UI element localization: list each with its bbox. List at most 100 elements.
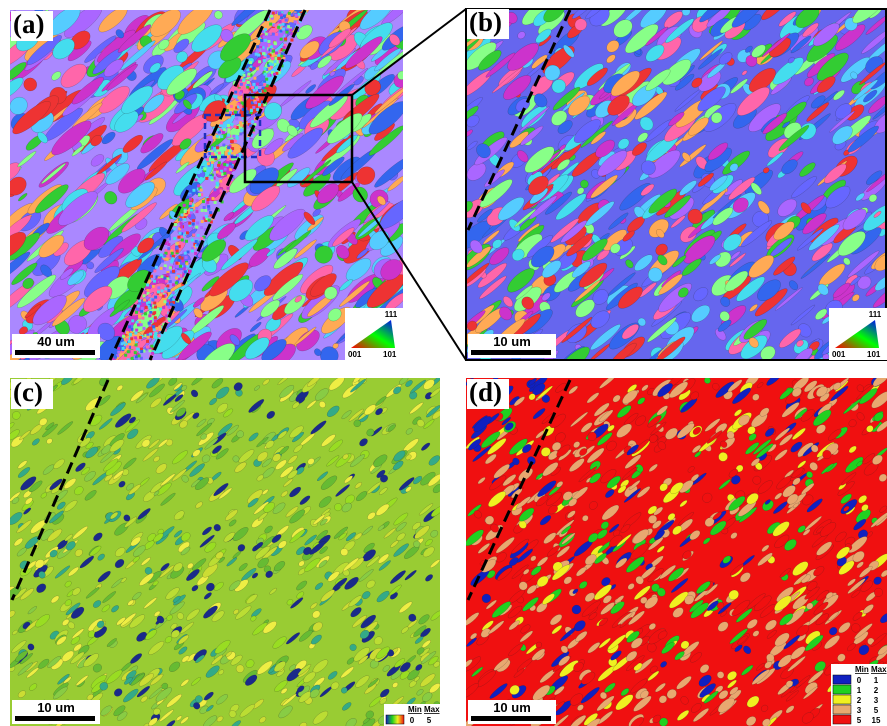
legend-value: 1: [874, 676, 879, 685]
grain: [790, 441, 803, 453]
fine-grain: [157, 286, 161, 290]
grain: [741, 70, 748, 76]
fine-grain: [198, 169, 202, 173]
grain: [38, 571, 46, 579]
grain: [473, 416, 492, 432]
grain: [558, 655, 570, 666]
grain: [598, 617, 608, 626]
grain: [289, 509, 306, 524]
grain: [743, 319, 768, 340]
fine-grain: [226, 124, 230, 128]
grain: [728, 496, 746, 511]
fine-grain: [210, 160, 214, 164]
fine-grain: [229, 162, 233, 166]
grain: [142, 448, 159, 462]
grain: [466, 637, 477, 647]
grain: [663, 11, 683, 28]
grain: [218, 487, 233, 500]
fine-grain: [156, 302, 160, 306]
grain: [232, 551, 242, 559]
fine-grain: [194, 251, 198, 255]
grain: [847, 250, 880, 278]
fine-grain: [206, 200, 210, 204]
grain: [299, 495, 311, 505]
grain: [781, 101, 807, 124]
grain: [405, 454, 412, 461]
grain: [124, 677, 133, 685]
grain: [272, 274, 304, 301]
grain: [195, 501, 203, 509]
grain: [622, 390, 638, 404]
grain: [71, 145, 85, 157]
fine-grain: [195, 210, 199, 214]
grain: [228, 710, 237, 718]
grain: [317, 55, 332, 69]
fine-grain: [192, 219, 196, 223]
fine-grain: [258, 60, 262, 64]
fine-grain: [203, 167, 207, 171]
grain: [787, 656, 806, 672]
grain: [843, 505, 850, 512]
grain: [149, 62, 161, 74]
grain: [729, 163, 739, 172]
fine-grain: [230, 122, 234, 126]
grain: [362, 525, 374, 536]
grain: [233, 382, 243, 391]
grain: [260, 536, 275, 549]
grain: [532, 684, 551, 701]
grain: [169, 400, 185, 413]
grain: [636, 486, 651, 498]
grain: [248, 399, 265, 413]
grain: [759, 407, 770, 417]
fine-grain: [182, 271, 186, 275]
grain: [477, 209, 493, 223]
grain: [225, 651, 233, 658]
grain: [776, 475, 792, 490]
fine-grain: [173, 237, 177, 241]
grain: [672, 525, 683, 535]
fine-grain: [163, 276, 167, 280]
grain: [426, 405, 440, 418]
grain: [364, 404, 377, 416]
grain: [469, 239, 483, 254]
grain: [249, 322, 262, 332]
grain: [123, 514, 131, 522]
grain: [774, 492, 783, 500]
grain: [400, 662, 411, 672]
grain: [574, 18, 587, 31]
dashed-boundary: [108, 9, 272, 361]
grain: [802, 494, 814, 506]
grain: [160, 563, 170, 572]
grain: [64, 599, 72, 607]
grain: [47, 528, 63, 542]
grain: [137, 237, 155, 254]
grain: [567, 510, 576, 519]
grain: [416, 689, 424, 696]
fine-grain: [232, 168, 236, 172]
grain: [549, 413, 566, 428]
grain: [648, 149, 681, 179]
fine-grain: [173, 227, 177, 231]
fine-grain: [188, 214, 192, 218]
grain: [578, 262, 608, 288]
grain: [85, 586, 100, 599]
fine-grain: [179, 267, 183, 271]
legend-value: 2: [857, 696, 862, 705]
grain: [597, 150, 628, 177]
fine-grain: [155, 326, 159, 330]
fine-grain: [227, 115, 231, 119]
fine-grain: [279, 37, 283, 41]
fine-grain: [246, 80, 250, 84]
grain: [393, 386, 402, 395]
grain: [345, 258, 372, 281]
grain: [260, 299, 280, 318]
fine-grain: [121, 334, 125, 338]
fine-grain: [146, 292, 150, 296]
grain: [774, 632, 790, 647]
grain: [72, 526, 88, 540]
fine-grain: [173, 261, 177, 265]
grain: [101, 131, 116, 145]
grain: [473, 510, 482, 519]
grain: [178, 331, 212, 360]
grain: [702, 492, 713, 503]
